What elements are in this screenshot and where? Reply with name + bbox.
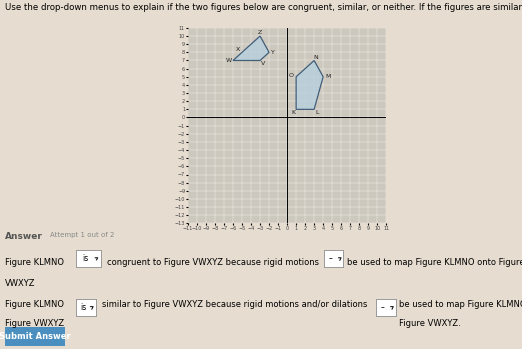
Text: K: K: [291, 110, 295, 115]
Text: VWXYZ: VWXYZ: [5, 279, 35, 288]
Text: is: is: [82, 254, 88, 263]
Text: V: V: [260, 61, 265, 66]
Text: Figure VWXYZ.: Figure VWXYZ.: [399, 319, 461, 328]
Polygon shape: [233, 36, 269, 60]
Text: Attempt 1 out of 2: Attempt 1 out of 2: [50, 232, 114, 238]
Text: Answer: Answer: [5, 232, 43, 241]
Text: M: M: [325, 74, 330, 79]
Text: be used to map Figure KLMNO onto: be used to map Figure KLMNO onto: [399, 300, 522, 309]
Text: N: N: [314, 55, 318, 60]
Text: X: X: [236, 47, 241, 52]
Text: Y: Y: [271, 50, 275, 55]
Text: W: W: [226, 58, 232, 63]
Polygon shape: [296, 60, 323, 109]
Text: Z: Z: [258, 30, 262, 35]
Text: –: –: [329, 254, 333, 263]
Text: is: is: [80, 303, 86, 312]
Text: Figure KLMNO: Figure KLMNO: [5, 258, 64, 267]
Text: Submit Answer: Submit Answer: [0, 332, 71, 341]
Text: be used to map Figure KLMNO onto Figure: be used to map Figure KLMNO onto Figure: [347, 258, 522, 267]
Text: –: –: [381, 303, 385, 312]
Text: similar to Figure VWXYZ because rigid motions and/or dilations: similar to Figure VWXYZ because rigid mo…: [102, 300, 367, 309]
Text: L: L: [315, 110, 318, 115]
Text: congruent to Figure VWXYZ because rigid motions: congruent to Figure VWXYZ because rigid …: [107, 258, 319, 267]
Text: O: O: [289, 73, 294, 77]
Text: Use the drop-down menus to explain if the two figures below are congruent, simil: Use the drop-down menus to explain if th…: [5, 3, 522, 13]
Text: Figure KLMNO: Figure KLMNO: [5, 300, 64, 309]
Text: Figure VWXYZ: Figure VWXYZ: [5, 319, 64, 328]
